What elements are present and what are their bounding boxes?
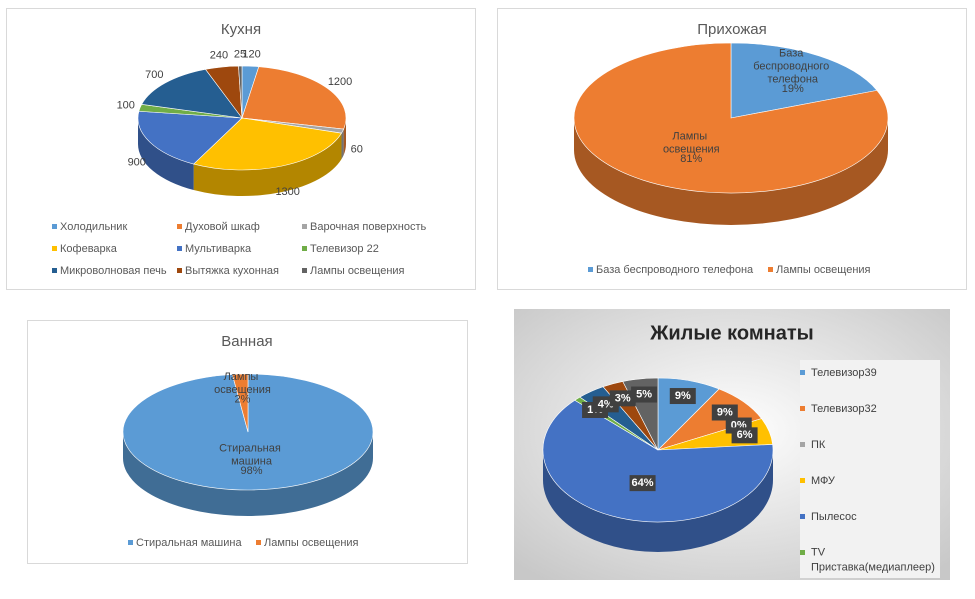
data-label-name: Лампы освещения: [663, 130, 720, 155]
chart-title: Ванная: [221, 333, 272, 350]
legend-marker: [302, 246, 307, 251]
data-label: 81%: [680, 153, 702, 165]
slice-side: [343, 118, 346, 156]
slice-side: [123, 432, 373, 516]
legend-label: Лампы освещения: [776, 264, 871, 276]
legend-label: МФУ: [811, 475, 836, 487]
data-label-name: Лампы освещения: [214, 371, 271, 396]
chart-title: Жилые комнаты: [649, 322, 813, 344]
data-label: 9%: [717, 406, 733, 418]
chart-title: Кухня: [221, 21, 261, 38]
legend-marker: [800, 478, 805, 483]
legend-marker: [768, 267, 773, 272]
legend-marker: [177, 246, 182, 251]
slice-side: [543, 450, 773, 552]
data-label: 240: [210, 50, 228, 62]
chart-title: Прихожая: [697, 21, 767, 38]
data-label: 100: [117, 99, 135, 111]
legend-label: Стиральная машина: [136, 537, 242, 549]
legend-marker: [52, 268, 57, 273]
data-label: 3%: [615, 392, 631, 404]
slice-side: [138, 118, 194, 191]
legend-marker: [302, 224, 307, 229]
data-label: 1200: [328, 76, 352, 88]
slice: [137, 110, 243, 165]
legend-marker: [800, 514, 805, 519]
legend-marker: [52, 246, 57, 251]
legend-marker: [177, 224, 182, 229]
data-label: 98%: [241, 465, 263, 477]
legend-label: TV Приставка(медиаплеер): [811, 546, 935, 573]
legend-label: Холодильник: [60, 221, 127, 233]
data-label: 6%: [737, 429, 753, 441]
legend-label: Телевизор32: [811, 403, 877, 415]
data-label: 700: [145, 69, 163, 81]
legend-panel: [800, 360, 940, 578]
slice: [231, 373, 249, 433]
legend-label: Духовой шкаф: [185, 221, 260, 233]
data-label: 9%: [675, 390, 691, 402]
data-label: 25: [234, 48, 246, 60]
data-label: 120: [242, 49, 260, 61]
legend-marker: [177, 268, 182, 273]
data-label: 1300: [275, 186, 299, 198]
legend-marker: [128, 540, 133, 545]
legend-label: Вытяжка кухонная: [185, 265, 279, 277]
legend-label: ПК: [811, 439, 826, 451]
slice-side: [574, 118, 888, 225]
legend-label: Кофеварка: [60, 243, 118, 255]
legend-label: Лампы освещения: [310, 265, 405, 277]
data-label: 60: [351, 144, 363, 156]
legend-marker: [256, 540, 261, 545]
data-label: 2%: [235, 393, 251, 405]
data-label-box: [711, 404, 738, 421]
data-label-name: Стиральная машина: [219, 442, 284, 467]
slice: [730, 42, 878, 119]
data-label: 19%: [782, 83, 804, 95]
legend-marker: [302, 268, 307, 273]
data-label-box: [731, 427, 758, 444]
legend-marker: [588, 267, 593, 272]
legend-label: База беспроводного телефона: [596, 264, 754, 276]
legend-label: Микроволновая печь: [60, 265, 167, 277]
legend-label: Телевизор 22: [310, 243, 379, 255]
legend-marker: [800, 370, 805, 375]
legend-label: Пылесос: [811, 511, 857, 523]
legend-label: Лампы освещения: [264, 537, 359, 549]
data-label: 64%: [632, 477, 654, 489]
legend-marker: [800, 550, 805, 555]
legend-label: Мультиварка: [185, 243, 252, 255]
slice: [193, 117, 342, 171]
slice-side: [193, 133, 342, 196]
legend-marker: [52, 224, 57, 229]
slice: [241, 66, 347, 130]
slice: [238, 65, 243, 119]
data-label-box: [629, 475, 656, 492]
legend-marker: [800, 442, 805, 447]
legend-label: Телевизор39: [811, 367, 877, 379]
data-label: 5%: [636, 388, 652, 400]
data-label-box: [669, 388, 696, 405]
legend-label: Варочная поверхность: [310, 221, 427, 233]
slice: [542, 399, 774, 523]
slice: [573, 42, 889, 194]
data-label-box: [609, 390, 636, 407]
legend-marker: [800, 406, 805, 411]
data-label: 900: [128, 157, 146, 169]
data-label-box: [631, 386, 658, 403]
slice: [141, 68, 243, 119]
slice-side: [341, 129, 344, 160]
data-label-name: База беспроводного телефона: [753, 47, 832, 85]
